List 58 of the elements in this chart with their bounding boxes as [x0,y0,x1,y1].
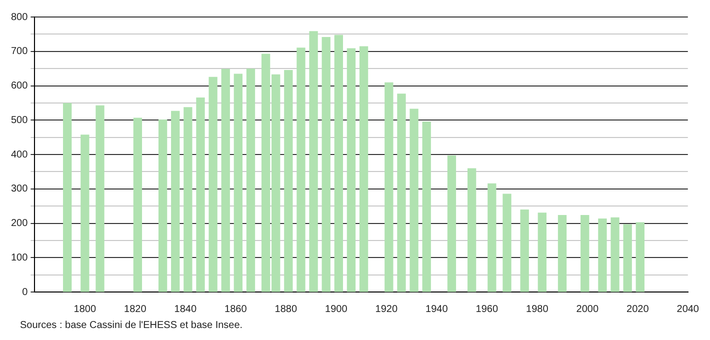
bar [520,210,529,292]
bar [296,48,306,292]
y-tick-label: 0 [22,286,28,298]
bar [96,105,104,292]
bar [538,212,546,292]
bar [234,74,243,292]
y-tick-label: 800 [10,12,28,23]
bar [246,68,256,292]
x-tick-label: 2020 [626,304,650,315]
bar [284,70,293,292]
bar [384,82,394,292]
source-note: Sources : base Cassini de l'EHESS et base Insee. [20,320,244,331]
bar [467,168,476,292]
x-tick-label: 1900 [325,304,348,315]
bar [359,46,368,292]
bar [196,97,205,292]
x-tick-label: 1840 [174,304,197,315]
bar [623,224,632,292]
x-tick-label: 1800 [74,304,96,315]
x-tick-label: 2040 [676,304,700,315]
x-tick-label: 1940 [426,304,448,315]
bar [184,107,192,292]
bar [636,222,644,292]
x-tick-label: 1920 [375,304,398,315]
bar [158,119,168,292]
x-tick-label: 1980 [526,304,549,315]
bar [397,94,406,292]
x-tick-label: 1960 [476,304,498,315]
bar [346,48,356,292]
bar [502,194,512,292]
bar [598,218,607,292]
y-tick-label: 500 [10,114,28,126]
y-tick-label: 700 [10,46,28,58]
y-tick-label: 200 [10,218,28,229]
x-tick-label: 1820 [124,304,147,315]
bar [580,215,590,292]
y-tick-label: 400 [10,149,28,160]
bar [322,36,330,292]
bar [558,215,567,292]
y-tick-label: 100 [10,252,28,264]
y-tick-label: 600 [10,80,28,92]
x-tick-label: 1860 [224,304,248,315]
bar [221,68,230,292]
y-tick-label: 300 [10,184,28,195]
bar [410,108,418,292]
bar [133,118,142,292]
bar [610,217,620,292]
bar [334,34,343,292]
bar [208,76,218,292]
bar [80,134,90,292]
bar [447,156,456,292]
bar [171,110,180,292]
bar [309,31,318,292]
x-tick-label: 2000 [576,304,599,315]
bar [488,183,496,292]
x-tick-label: 1880 [274,304,298,315]
bar [63,102,72,292]
bar [422,122,431,292]
